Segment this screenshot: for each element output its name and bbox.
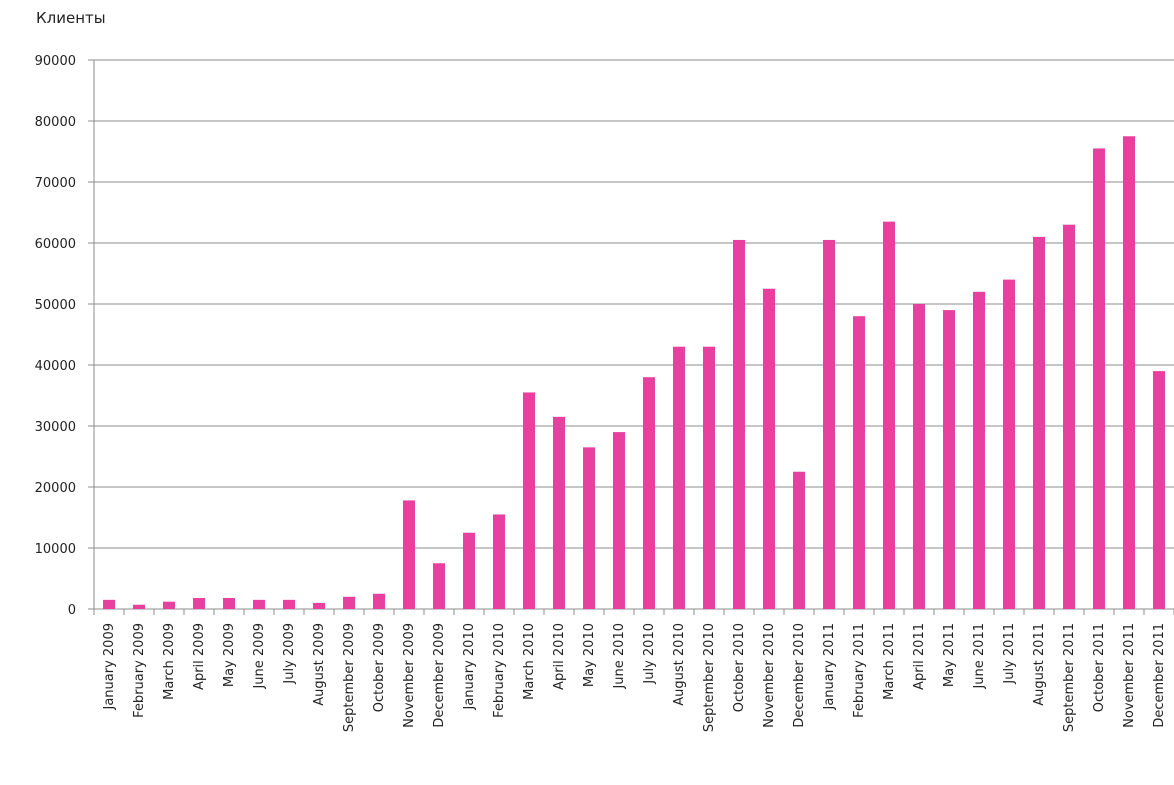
x-tick-label: August 2010: [672, 623, 687, 706]
y-tick-label: 40000: [35, 359, 76, 374]
bar: [403, 500, 415, 609]
bar: [613, 432, 625, 609]
x-tick-label: April 2009: [192, 623, 207, 690]
bar: [313, 602, 325, 609]
x-tick-label: July 2011: [1002, 623, 1017, 685]
x-tick-label: August 2009: [312, 623, 327, 706]
bar: [643, 377, 655, 609]
bar: [1153, 371, 1165, 609]
x-tick-label: January 2010: [462, 623, 477, 711]
x-tick-label: May 2011: [942, 623, 957, 687]
bar: [283, 599, 295, 609]
y-tick-label: 90000: [35, 54, 76, 69]
bar: [703, 346, 715, 609]
bar: [253, 599, 265, 609]
x-tick-label: May 2010: [582, 623, 597, 687]
bar: [103, 599, 115, 609]
bar: [583, 447, 595, 609]
x-tick-label: August 2011: [1032, 623, 1047, 706]
y-tick-label: 50000: [35, 298, 76, 313]
bar: [1003, 279, 1015, 609]
x-tick-label: January 2011: [822, 623, 837, 711]
bar: [193, 598, 205, 609]
y-axis-title: Клиенты: [36, 9, 106, 27]
x-tick-label: September 2009: [342, 623, 357, 732]
x-tick-label: June 2010: [612, 623, 627, 690]
bar: [973, 291, 985, 609]
x-tick-label: November 2010: [762, 623, 777, 728]
bar: [373, 593, 385, 609]
x-tick-label: October 2009: [372, 623, 387, 712]
bar: [733, 239, 745, 609]
bar: [133, 604, 145, 609]
bar: [913, 304, 925, 609]
bar: [853, 316, 865, 609]
x-tick-label: April 2011: [912, 623, 927, 690]
x-tick-label: March 2009: [162, 623, 177, 700]
bar: [223, 598, 235, 609]
y-tick-label: 0: [68, 603, 76, 618]
bar: [763, 288, 775, 609]
x-tick-label: April 2010: [552, 623, 567, 690]
x-tick-label: September 2010: [702, 623, 717, 732]
bar: [673, 346, 685, 609]
x-tick-label: July 2010: [642, 623, 657, 685]
bar: [523, 392, 535, 609]
x-tick-label: February 2011: [852, 623, 867, 718]
y-tick-label: 10000: [35, 542, 76, 557]
bar: [943, 310, 955, 609]
x-tick-label: May 2009: [222, 623, 237, 687]
bar: [793, 471, 805, 609]
y-tick-label: 20000: [35, 481, 76, 496]
x-tick-label: September 2011: [1062, 623, 1077, 732]
x-tick-label: October 2010: [732, 623, 747, 712]
y-tick-label: 30000: [35, 420, 76, 435]
bar: [463, 532, 475, 609]
x-tick-label: June 2009: [252, 623, 267, 690]
x-tick-label: March 2011: [882, 623, 897, 700]
bar: [823, 239, 835, 609]
x-tick-label: November 2011: [1122, 623, 1137, 728]
bar: [883, 221, 895, 609]
bar: [493, 514, 505, 609]
x-tick-label: November 2009: [402, 623, 417, 728]
bar: [343, 596, 355, 609]
bar: [553, 416, 565, 609]
x-tick-label: December 2009: [432, 623, 447, 728]
y-tick-label: 80000: [35, 115, 76, 130]
x-tick-label: February 2010: [492, 623, 507, 718]
bar: [1063, 224, 1075, 609]
y-tick-label: 70000: [35, 176, 76, 191]
bar: [1093, 148, 1105, 609]
bar: [1123, 136, 1135, 609]
x-tick-label: December 2011: [1152, 623, 1167, 728]
x-tick-label: March 2010: [522, 623, 537, 700]
x-tick-label: January 2009: [102, 623, 117, 711]
x-tick-label: June 2011: [972, 623, 987, 690]
x-tick-label: December 2010: [792, 623, 807, 728]
x-tick-label: October 2011: [1092, 623, 1107, 712]
y-tick-label: 60000: [35, 237, 76, 252]
bar: [163, 601, 175, 609]
x-tick-label: July 2009: [282, 623, 297, 685]
x-tick-label: February 2009: [132, 623, 147, 718]
bar: [433, 563, 445, 609]
bar: [1033, 236, 1045, 609]
